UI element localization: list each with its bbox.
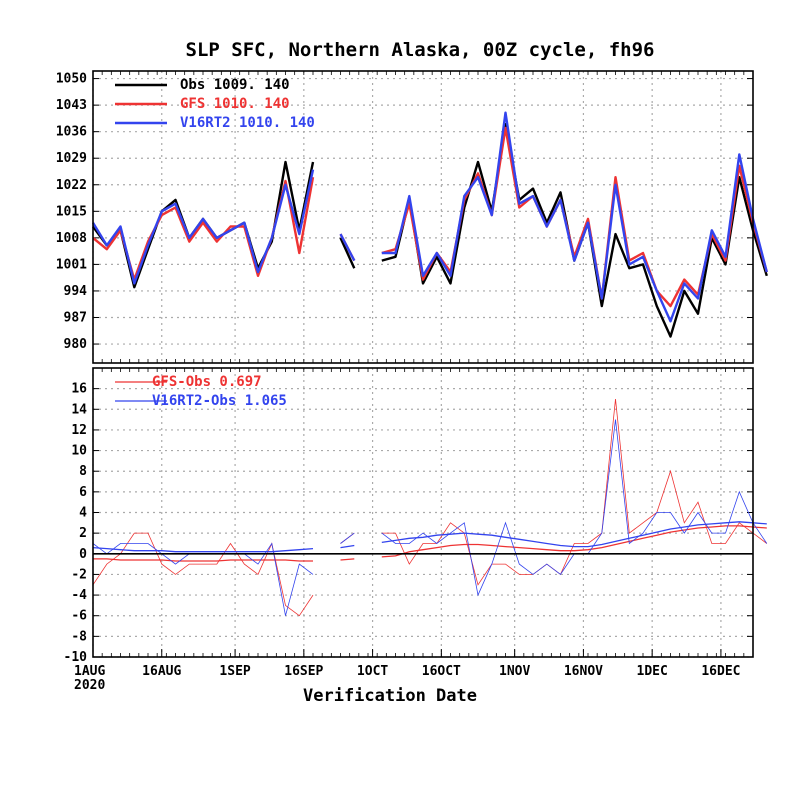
legend-entry-gfs-obs: GFS-Obs 0.697: [152, 374, 262, 390]
y-tick-label: -2: [71, 567, 87, 582]
y-tick-label: 10: [71, 444, 87, 459]
y-tick-label: 14: [71, 402, 87, 417]
y-tick-label: 1029: [56, 151, 87, 166]
legend-entry-gfs: GFS 1010. 140: [180, 96, 290, 112]
y-tick-label: -4: [71, 588, 87, 603]
y-tick-label: -10: [64, 650, 88, 665]
y-tick-label: 994: [64, 284, 88, 299]
x-tick-label: 16OCT: [422, 664, 461, 679]
legend-entry-obs: Obs 1009. 140: [180, 77, 290, 93]
x-axis-label: Verification Date: [303, 686, 477, 706]
y-tick-label: 16: [71, 382, 87, 397]
y-tick-label: 0: [79, 547, 87, 562]
y-tick-label: 12: [71, 423, 87, 438]
legend-entry-v16rt2: V16RT2 1010. 140: [180, 115, 315, 131]
panel-frame: [92, 367, 754, 658]
y-tick-label: -8: [71, 629, 87, 644]
y-tick-label: 987: [64, 310, 87, 325]
x-tick-label: 1NOV: [499, 664, 530, 679]
bottom-panel-bias: -10 -8 -6 -4 -2 0 2 4 6 8 10 12 14 16 GFS-Obs 0.697 V16…: [64, 367, 768, 693]
running-mean-line-v16rt2-obs: [92, 521, 767, 553]
x-tick-label: 1AUG: [74, 664, 105, 679]
x-tick-label: 1OCT: [357, 664, 388, 679]
y-tick-label: 1043: [56, 98, 87, 113]
x-tick-label: 1DEC: [637, 664, 668, 679]
y-tick-label: 1015: [56, 204, 87, 219]
y-tick-label: 1036: [56, 125, 87, 140]
y-tick-label: 1008: [56, 231, 87, 246]
y-tick-label: 6: [79, 485, 87, 500]
y-tick-label: 4: [79, 506, 87, 521]
y-tick-label: 2: [79, 526, 87, 541]
y-tick-label: 8: [79, 464, 87, 479]
x-tick-year: 2020: [74, 678, 105, 693]
x-tick-label: 16DEC: [701, 664, 740, 679]
x-tick-label: 16NOV: [564, 664, 603, 679]
chart-title: SLP SFC, Northern Alaska, 00Z cycle, fh9…: [186, 39, 655, 61]
x-tick-label: 16SEP: [284, 664, 323, 679]
x-tick-label: 16AUG: [142, 664, 181, 679]
legend-entry-v16rt2-obs: V16RT2-Obs 1.065: [152, 393, 287, 409]
running-mean-line-gfs-obs: [93, 525, 767, 562]
top-panel-slp: 980 987 994 1001 1008 1015 1022 1029 1036 1043 105…: [56, 70, 768, 364]
series-line-v16rt2: [91, 111, 768, 323]
y-tick-label: 980: [64, 337, 88, 352]
y-tick-label: 1022: [56, 178, 87, 193]
y-tick-label: 1001: [56, 257, 87, 272]
y-tick-label: 1050: [56, 72, 87, 87]
x-tick-label: 1SEP: [219, 664, 250, 679]
panel-frame: [92, 70, 754, 364]
y-tick-label: -6: [71, 609, 87, 624]
